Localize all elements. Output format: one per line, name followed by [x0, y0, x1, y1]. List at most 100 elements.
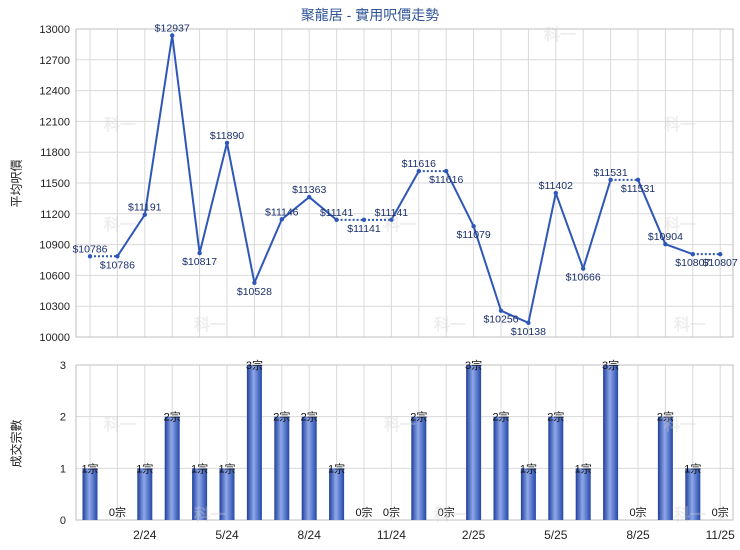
volume-bar	[575, 468, 591, 520]
price-point	[498, 308, 504, 313]
price-point	[444, 168, 449, 174]
watermark-text: 科一	[434, 505, 466, 524]
price-data-label: $11402	[539, 180, 573, 192]
price-tick-label: 10900	[39, 240, 70, 252]
volume-data-label: 1宗	[81, 461, 98, 475]
volume-bar	[219, 468, 235, 520]
volume-data-label: 2宗	[410, 410, 427, 424]
volume-data-label: 0宗	[629, 505, 646, 519]
price-point	[718, 251, 723, 257]
volume-bar	[82, 468, 98, 520]
watermark-text: 科一	[434, 315, 466, 334]
price-data-label: $10528	[237, 286, 272, 298]
x-tick-label: 8/25	[626, 528, 650, 542]
price-point	[663, 241, 668, 247]
volume-data-label: 2宗	[164, 410, 181, 424]
price-point	[581, 266, 586, 271]
price-line-segment	[308, 196, 338, 221]
volume-bar	[411, 416, 427, 520]
price-point	[224, 140, 230, 146]
x-tick-label: 5/25	[544, 528, 568, 542]
price-data-label: $11146	[265, 206, 299, 218]
watermark-text: 科一	[384, 415, 416, 434]
price-tick-label: 11800	[40, 147, 70, 159]
price-data-label: $11141	[320, 207, 354, 219]
price-line-segment	[637, 179, 667, 245]
volume-tick-label: 1	[60, 463, 66, 475]
price-point	[197, 250, 202, 256]
price-line-segment	[198, 142, 228, 254]
watermark-text: 科一	[104, 215, 136, 234]
price-line-segment	[665, 243, 694, 256]
price-data-label: $10138	[511, 326, 546, 338]
price-line-segment	[226, 142, 256, 283]
price-line-segment	[390, 170, 420, 221]
volume-data-label: 3宗	[602, 358, 619, 372]
price-tick-label: 10300	[39, 301, 70, 313]
price-point	[87, 254, 93, 259]
watermark-text: 科一	[194, 315, 226, 334]
price-tick-label: 12400	[39, 86, 70, 98]
volume-data-label: 2宗	[301, 410, 318, 424]
volume-bar	[685, 468, 701, 520]
price-data-label: $11890	[210, 130, 244, 142]
price-point	[142, 212, 147, 217]
price-point	[416, 168, 421, 174]
watermark-text: 科一	[664, 415, 696, 434]
volume-data-label: 1宗	[328, 461, 345, 475]
price-data-label: $10666	[566, 272, 601, 284]
price-data-label: $10817	[182, 256, 217, 268]
price-line-segment	[500, 309, 529, 324]
price-data-label: $11616	[429, 174, 463, 186]
volume-data-label: 0宗	[712, 505, 729, 519]
x-tick-label: 2/25	[462, 528, 486, 542]
volume-data-label: 3宗	[465, 358, 482, 372]
volume-data-label: 1宗	[218, 461, 235, 475]
volume-bar	[493, 416, 509, 520]
price-data-label: $10807	[703, 257, 738, 269]
volume-data-label: 1宗	[575, 461, 592, 475]
price-point	[690, 251, 695, 257]
price-data-label: $10904	[648, 231, 683, 243]
volume-data-label: 2宗	[657, 410, 674, 424]
price-point	[635, 177, 641, 183]
x-tick-label: 8/24	[298, 528, 322, 542]
watermark-text: 科一	[194, 505, 226, 524]
price-line-segment	[445, 170, 475, 227]
price-point	[389, 217, 394, 223]
price-line-segment	[116, 214, 146, 257]
price-point	[608, 177, 613, 183]
watermark-text: 科一	[664, 215, 696, 234]
volume-data-label: 1宗	[520, 461, 537, 475]
price-data-label: $11531	[593, 167, 627, 179]
x-tick-label: 11/25	[706, 528, 735, 542]
volume-data-label: 2宗	[547, 410, 564, 424]
price-tick-label: 11500	[40, 178, 70, 190]
volume-tick-label: 2	[60, 412, 66, 424]
volume-data-label: 0宗	[109, 505, 126, 519]
volume-bar	[137, 468, 153, 520]
volume-bar	[657, 416, 673, 520]
volume-data-label: 1宗	[684, 461, 701, 475]
volume-data-label: 3宗	[246, 358, 263, 372]
price-point	[526, 320, 531, 326]
price-data-label: $11141	[375, 207, 409, 219]
watermark-text: 科一	[674, 315, 706, 334]
price-point	[279, 217, 284, 222]
volume-bar	[466, 365, 482, 520]
volume-bar	[164, 416, 180, 520]
price-data-label: $11141	[347, 223, 381, 235]
price-point	[170, 33, 175, 38]
volume-bar	[329, 468, 345, 520]
price-data-label: $11616	[402, 158, 436, 170]
price-tick-label: 10600	[39, 270, 70, 282]
price-line-segment	[582, 179, 612, 269]
volume-tick-label: 3	[60, 360, 66, 372]
volume-data-label: 0宗	[383, 505, 400, 519]
price-data-label: $10786	[100, 259, 135, 271]
price-line-segment	[527, 192, 557, 324]
x-tick-label: 11/24	[377, 528, 406, 542]
price-data-label: $10256	[483, 314, 518, 326]
volume-data-label: 0宗	[355, 505, 372, 519]
